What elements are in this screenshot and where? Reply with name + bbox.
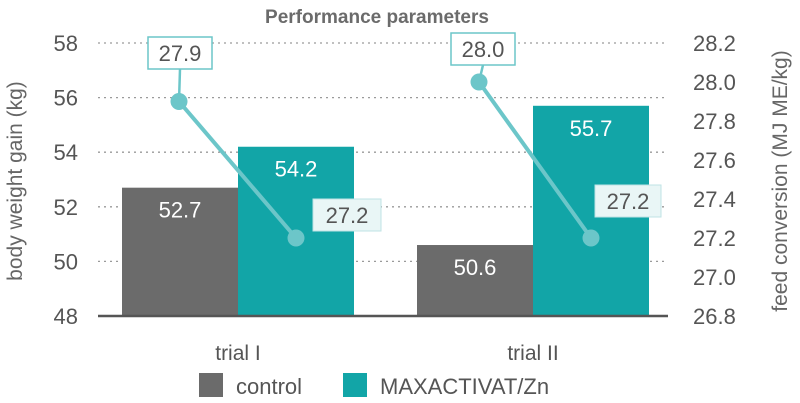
bar-value-label: 52.7	[159, 198, 202, 223]
value-callout	[450, 32, 516, 66]
y-left-tick-label: 50	[54, 249, 78, 274]
legend-label: control	[236, 374, 302, 399]
bar-value-label: 55.7	[570, 116, 613, 141]
value-callout	[594, 184, 662, 218]
value-callout	[312, 198, 382, 232]
legend-swatch	[343, 373, 367, 397]
feed-conversion-point	[582, 229, 600, 247]
bar-control-2	[417, 245, 533, 316]
category-label: trial I	[215, 342, 261, 365]
legend: control MAXACTIVAT/Zn	[199, 373, 549, 399]
y-left-axis-label: body weight gain (kg)	[4, 81, 27, 281]
y-right-axis-label: feed conversion (MJ ME/kg)	[769, 50, 792, 311]
category-label: trial II	[507, 342, 558, 365]
y-right-tick-label: 28.0	[693, 70, 736, 95]
feed-conversion-value: 27.2	[607, 189, 650, 214]
y-right-tick-label: 27.4	[693, 187, 736, 212]
feed-conversion-line	[177, 100, 298, 240]
chart-title: Performance parameters	[265, 7, 489, 28]
feed-conversion-point	[287, 229, 305, 247]
bar-control-1	[122, 187, 238, 316]
categories-layer: trial I trial II	[215, 342, 558, 365]
ticks-layer: 48 50 52 54 56 58 26.8 27.0 27.2 27.4 27.6 27.8 28.0…	[54, 31, 736, 329]
legend-swatch	[199, 373, 223, 397]
bar-value-label: 54.2	[275, 157, 318, 182]
y-left-tick-label: 54	[54, 140, 78, 165]
y-right-tick-label: 27.0	[693, 265, 736, 290]
feed-conversion-value: 28.0	[462, 37, 505, 62]
y-left-tick-label: 52	[54, 195, 78, 220]
feed-conversion-line	[477, 80, 593, 240]
value-callout	[147, 36, 213, 70]
y-right-tick-label: 28.2	[693, 31, 736, 56]
feed-conversion-point	[170, 93, 188, 110]
y-left-tick-label: 58	[54, 31, 78, 56]
y-left-tick-label: 56	[54, 86, 78, 111]
y-right-tick-label: 27.6	[693, 148, 736, 173]
y-right-tick-label: 26.8	[693, 304, 736, 329]
y-right-tick-label: 27.8	[693, 109, 736, 134]
feed-conversion-value: 27.2	[326, 203, 369, 228]
feed-conversion-point	[470, 73, 488, 91]
line-layer: 27.9 27.2 28.0 27.2	[147, 32, 662, 247]
y-left-tick-label: 48	[54, 304, 78, 329]
bar-value-label: 50.6	[454, 255, 497, 280]
legend-label: MAXACTIVAT/Zn	[380, 374, 549, 399]
y-right-tick-label: 27.2	[693, 226, 736, 251]
feed-conversion-value: 27.9	[159, 41, 202, 66]
